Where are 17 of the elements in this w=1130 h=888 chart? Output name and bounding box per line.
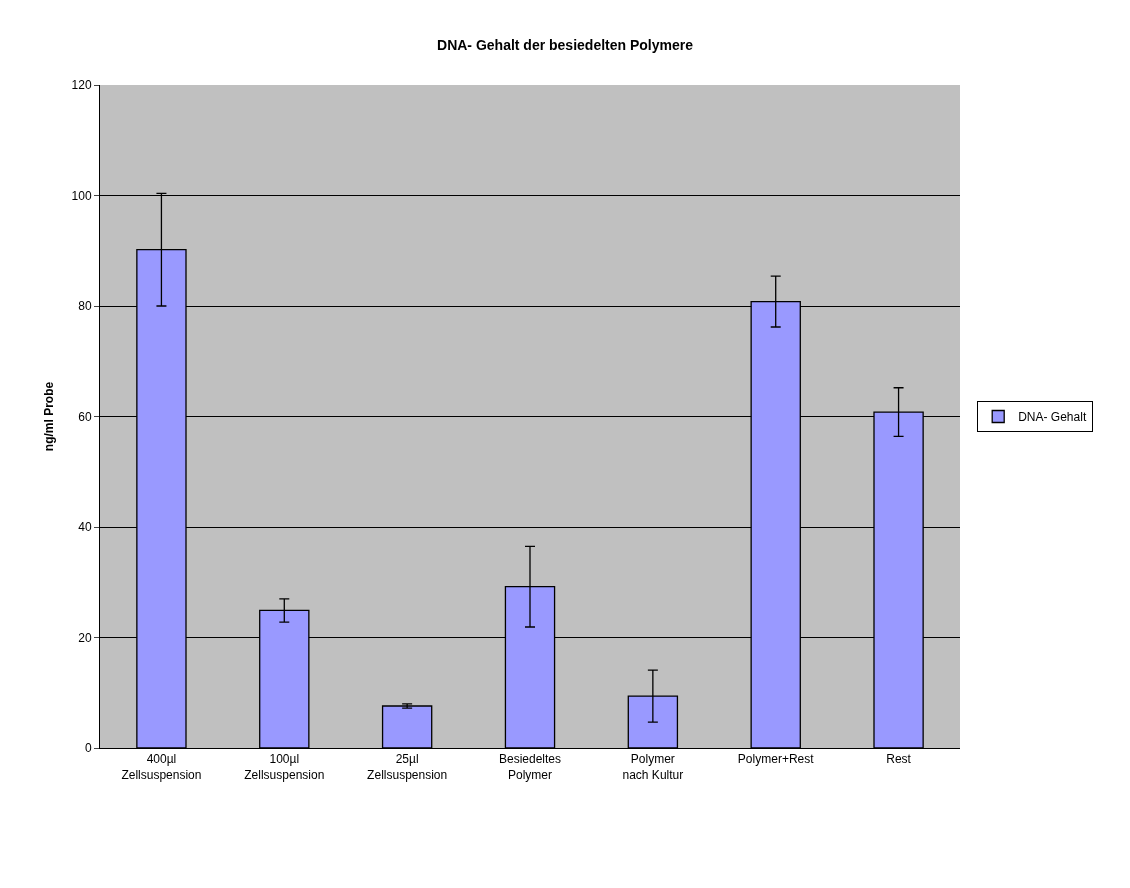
y-tick-label: 60 xyxy=(78,409,92,424)
y-tick-label: 80 xyxy=(78,299,92,314)
x-tick-label: 25µl Zellsuspension xyxy=(367,752,448,782)
x-tick-label: Besiedeltes Polymer xyxy=(498,752,562,782)
y-tick-label: 40 xyxy=(78,520,92,535)
x-tick-label: Polymer+Rest xyxy=(737,752,815,767)
y-tick-label: 100 xyxy=(71,188,92,203)
x-tick-label: 400µl Zellsuspension xyxy=(121,752,202,782)
y-axis-title: ng/ml Probe xyxy=(41,381,56,452)
y-tick-label: 120 xyxy=(71,78,92,93)
x-tick-label: 100µl Zellsuspension xyxy=(244,752,325,782)
chart-title: DNA- Gehalt der besiedelten Polymere xyxy=(437,36,694,53)
x-tick-label: Polymer nach Kultur xyxy=(622,752,684,782)
legend-label: DNA- Gehalt xyxy=(1018,410,1087,425)
y-tick-label: 20 xyxy=(78,630,92,645)
x-tick-label: Rest xyxy=(886,752,912,767)
y-tick-label: 0 xyxy=(84,741,92,756)
